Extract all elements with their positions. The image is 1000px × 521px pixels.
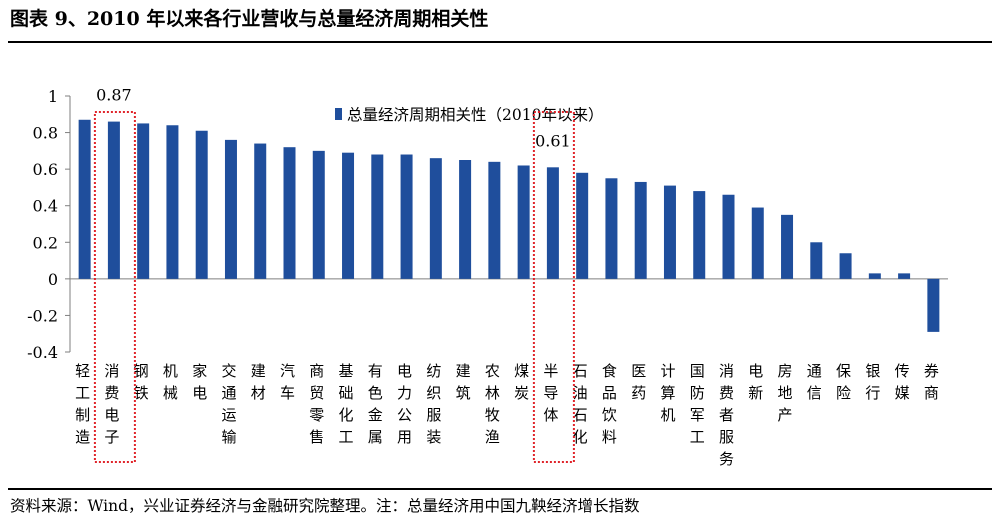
top-rule: [8, 41, 992, 43]
category-label: 传媒: [895, 362, 910, 402]
bar-1: [78, 119, 91, 279]
category-label: 通信: [807, 362, 822, 402]
y-tick-label: 0.8: [33, 124, 58, 143]
figure-title: 图表 9、2010 年以来各行业营收与总量经济周期相关性: [10, 8, 489, 30]
bar-24: [751, 207, 764, 279]
highlight-box: [93, 111, 136, 463]
bar-3: [137, 123, 150, 279]
category-label: 家电: [192, 362, 207, 402]
bar-13: [429, 158, 442, 279]
bar-18: [576, 172, 589, 279]
source-note: 资料来源：Wind，兴业证券经济与金融研究院整理。注：总量经济用中国九鞅经济增长…: [10, 497, 640, 515]
bar-7: [254, 143, 267, 279]
correlation-bar-chart: 1 0.8 0.6 0.4 0.2 0 -0.2 -0.4 轻工制造消费电子钢铁机械家电交通运输…: [27, 86, 948, 468]
legend-swatch: [335, 108, 342, 120]
category-label: 医药: [631, 362, 646, 402]
bar-28: [868, 273, 881, 279]
annotation-label: 0.61: [535, 131, 571, 150]
category-label: 保险: [836, 362, 851, 402]
bar-12: [400, 154, 413, 279]
highlight-box: [532, 111, 575, 463]
category-label: 石油石化: [573, 362, 588, 446]
annotation-label: 0.87: [96, 86, 132, 105]
category-label: 基础化工: [339, 362, 354, 446]
category-label: 计算机: [660, 362, 675, 424]
bar-6: [224, 139, 237, 279]
category-label: 农林牧渔: [485, 362, 500, 446]
category-label: 汽车: [280, 362, 295, 402]
category-label: 消费者服务: [719, 362, 734, 468]
category-label: 房地产: [778, 362, 793, 424]
bar-27: [839, 253, 852, 279]
y-tick-label: -0.2: [27, 306, 58, 325]
category-label: 商贸零售: [309, 362, 324, 446]
bar-26: [810, 242, 823, 279]
bar-5: [195, 130, 208, 279]
bar-29: [898, 273, 911, 279]
category-label: 建材: [251, 362, 266, 402]
y-tick-label: 1: [48, 87, 58, 106]
y-tick-label: -0.4: [27, 343, 58, 362]
bar-30: [927, 278, 940, 332]
bar-2: [107, 121, 120, 279]
category-label: 电力公用: [397, 362, 412, 446]
bar-8: [283, 147, 296, 279]
bar-25: [781, 214, 794, 279]
bar-10: [342, 152, 355, 279]
bottom-rule: [8, 488, 992, 490]
bar-4: [166, 125, 179, 279]
category-label: 券商: [924, 362, 939, 402]
y-tick-label: 0.4: [33, 197, 58, 216]
bar-20: [634, 181, 647, 279]
bar-22: [693, 191, 706, 279]
bar-19: [605, 178, 618, 279]
bar-14: [459, 160, 472, 279]
category-label: 纺织服装: [426, 362, 441, 446]
category-label: 国防军工: [690, 362, 705, 446]
y-tick-label: 0: [48, 270, 58, 289]
category-label: 食品饮料: [602, 362, 617, 446]
legend-label: 总量经济周期相关性（2010年以来）: [347, 106, 603, 124]
category-label: 机械: [163, 362, 178, 402]
bar-17: [546, 167, 559, 279]
category-label: 有色金属: [368, 362, 383, 446]
category-label: 银行: [865, 362, 880, 402]
category-label: 交通运输: [221, 362, 236, 446]
y-tick-label: 0.2: [33, 233, 58, 252]
category-label: 消费电子: [104, 362, 119, 446]
category-label: 半导体: [543, 362, 558, 424]
y-tick-label: 0.6: [33, 160, 58, 179]
bar-21: [663, 185, 676, 279]
bar-23: [722, 194, 735, 279]
bar-11: [371, 154, 384, 279]
category-label: 电新: [748, 362, 763, 402]
category-label: 煤炭: [514, 362, 529, 402]
category-label: 钢铁: [134, 362, 149, 402]
bar-9: [312, 150, 325, 279]
bar-15: [488, 161, 501, 279]
category-label: 建筑: [456, 362, 471, 402]
category-label: 轻工制造: [75, 362, 90, 446]
bar-16: [517, 165, 530, 279]
